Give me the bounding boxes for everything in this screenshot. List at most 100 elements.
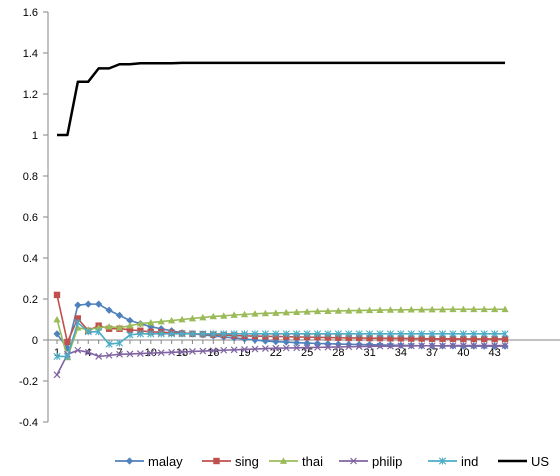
series-thai — [53, 305, 509, 361]
x-tick-label: 43 — [489, 347, 501, 359]
data-point-thai — [418, 306, 426, 313]
data-point-malay — [282, 338, 290, 346]
data-point-sing — [126, 326, 134, 333]
data-point-ind — [251, 330, 259, 338]
data-point-thai — [282, 308, 290, 316]
data-point-sing — [387, 335, 394, 342]
data-point-philip — [293, 344, 301, 352]
data-point-philip — [459, 342, 467, 349]
data-point-thai — [324, 307, 332, 314]
data-point-philip — [480, 342, 488, 349]
data-point-ind — [95, 328, 103, 336]
data-point-philip — [157, 349, 165, 357]
data-point-sing — [64, 338, 71, 346]
data-point-sing — [335, 334, 342, 341]
data-point-philip — [251, 345, 259, 353]
data-point-ind — [366, 330, 374, 338]
data-point-sing — [501, 335, 509, 343]
data-point-philip — [105, 351, 113, 359]
data-point-ind — [501, 330, 509, 338]
data-point-thai — [438, 305, 447, 313]
data-point-philip — [220, 346, 228, 354]
series-sing — [53, 291, 509, 346]
data-point-ind — [334, 330, 342, 338]
data-point-ind — [355, 330, 363, 338]
data-point-thai — [293, 308, 301, 315]
data-point-malay — [324, 340, 332, 348]
data-point-thai — [459, 305, 467, 313]
data-point-thai — [209, 312, 217, 320]
data-point-ind — [459, 330, 467, 338]
data-point-malay — [63, 344, 72, 352]
data-point-philip — [470, 342, 478, 349]
data-point-ind — [220, 330, 228, 338]
legend-marker-philip — [350, 457, 357, 465]
data-point-philip — [387, 342, 394, 350]
x-tick-label: 40 — [457, 347, 469, 359]
data-point-malay — [303, 339, 311, 347]
data-point-philip — [501, 342, 509, 349]
legend-label-sing: sing — [235, 454, 259, 469]
data-point-ind — [115, 339, 124, 347]
y-tick-label: -0.2 — [19, 376, 38, 388]
data-point-malay — [74, 301, 82, 309]
data-point-philip — [126, 350, 134, 358]
data-point-sing — [355, 334, 363, 342]
legend-item-sing: sing — [202, 454, 259, 469]
data-point-thai — [126, 322, 134, 329]
data-point-ind — [272, 330, 280, 338]
data-point-malay — [84, 300, 92, 308]
data-point-sing — [439, 335, 446, 342]
data-point-ind — [397, 330, 405, 338]
legend-marker-malay — [125, 457, 134, 465]
data-point-thai — [428, 305, 436, 313]
data-point-thai — [272, 309, 280, 316]
legend-item-ind: ind — [428, 454, 478, 469]
legend-item-philip: philip — [339, 454, 402, 469]
y-tick-label: 1.4 — [23, 48, 38, 60]
legend-label-US: US — [531, 454, 549, 469]
data-point-philip — [376, 342, 384, 350]
x-tick-label: 28 — [332, 347, 344, 359]
data-point-thai — [407, 306, 415, 313]
data-point-ind — [303, 330, 311, 338]
data-point-ind — [386, 330, 395, 338]
data-point-ind — [293, 330, 301, 338]
legend-label-malay: malay — [148, 454, 183, 469]
data-point-thai — [178, 315, 186, 323]
data-point-ind — [376, 330, 384, 338]
data-point-thai — [147, 318, 155, 326]
data-point-thai — [199, 313, 207, 321]
data-point-philip — [199, 347, 207, 355]
data-point-philip — [428, 342, 436, 350]
y-tick-label: -0.4 — [19, 417, 38, 429]
data-point-thai — [157, 317, 165, 325]
data-point-thai — [303, 308, 311, 315]
data-point-ind — [470, 330, 478, 338]
series-line-philip — [56, 344, 506, 376]
data-point-thai — [53, 315, 61, 323]
data-point-thai — [313, 307, 322, 315]
x-tick-label: 37 — [426, 347, 438, 359]
series-line-ind — [57, 321, 506, 358]
x-tick-label: 34 — [395, 347, 407, 359]
data-point-ind — [84, 328, 92, 336]
y-tick-label: 0.4 — [23, 253, 38, 265]
x-tick-label: 7 — [116, 347, 122, 359]
data-point-philip — [397, 342, 405, 350]
x-tick-label: 16 — [207, 347, 219, 359]
x-tick-label: 25 — [301, 347, 313, 359]
data-point-philip — [366, 342, 374, 350]
data-point-philip — [241, 346, 248, 353]
y-tick-label: 0.8 — [23, 171, 38, 183]
data-point-ind — [63, 352, 72, 360]
data-point-ind — [324, 330, 332, 338]
data-point-ind — [178, 330, 186, 338]
data-point-thai — [491, 305, 499, 313]
data-point-ind — [199, 330, 207, 338]
data-point-sing — [460, 335, 467, 343]
data-point-philip — [334, 343, 342, 351]
data-point-sing — [491, 335, 498, 343]
data-point-thai — [230, 311, 238, 318]
legend-item-US: US — [498, 454, 549, 469]
